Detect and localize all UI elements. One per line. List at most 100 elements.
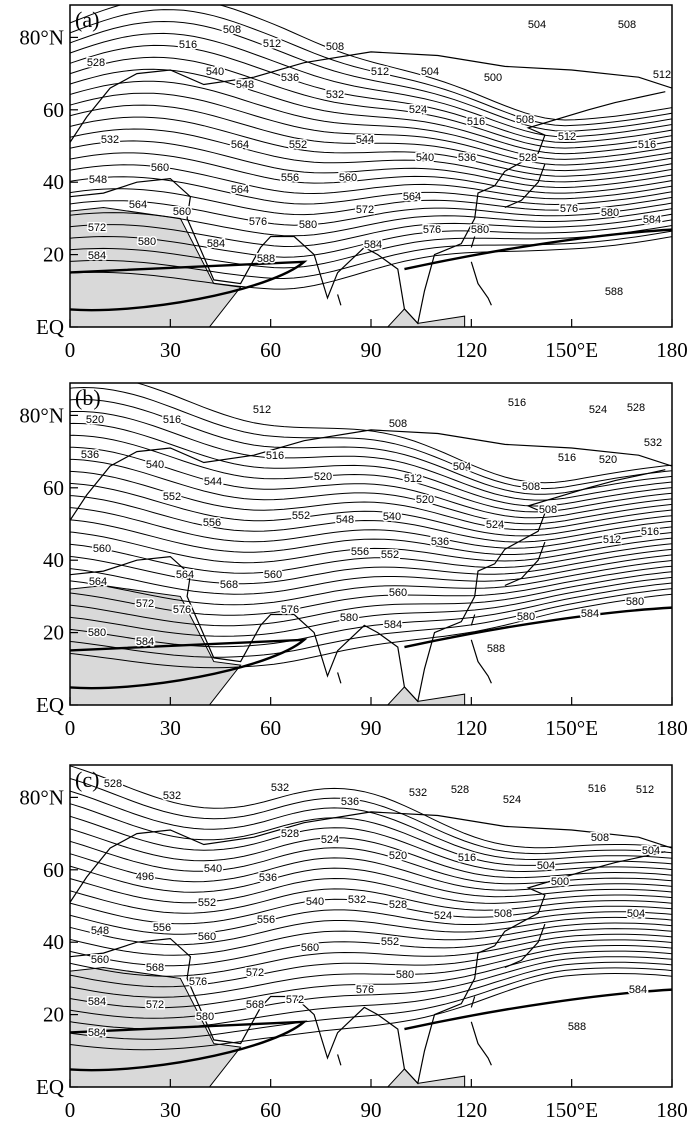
contour-label: 532 <box>644 437 662 449</box>
x-tick-label: 0 <box>65 716 76 740</box>
x-tick-label: 90 <box>361 1098 382 1122</box>
contour-label: 552 <box>198 897 216 909</box>
contour-line <box>70 898 672 925</box>
contour-line <box>70 495 672 543</box>
x-tick-label: 30 <box>160 338 181 362</box>
contour-label: 552 <box>381 549 399 561</box>
contour-label: 580 <box>396 969 414 981</box>
contour-line <box>70 5 672 121</box>
contour-label: 560 <box>151 162 169 174</box>
contour-label: 564 <box>231 184 249 196</box>
contour-label: 532 <box>326 89 344 101</box>
y-tick-label: EQ <box>36 693 64 717</box>
contour-line <box>70 972 672 1051</box>
contour-588 <box>70 1020 308 1072</box>
x-tick-label: 90 <box>361 338 382 362</box>
contour-label: 584 <box>136 636 154 648</box>
contour-label: 532 <box>101 134 119 146</box>
contour-label: 496 <box>136 871 154 883</box>
contour-line <box>70 593 672 669</box>
coastline <box>470 614 476 626</box>
contour-label: 524 <box>321 834 339 846</box>
contour-label: 528 <box>281 828 299 840</box>
contour-label: 532 <box>409 787 427 799</box>
contour-line <box>70 909 672 935</box>
contour-label: 516 <box>558 452 576 464</box>
y-tick-label: 20 <box>43 1003 64 1027</box>
coastline <box>70 851 666 1085</box>
coastline <box>504 541 546 587</box>
contour-label: 536 <box>458 152 476 164</box>
x-tick-label: 150°E <box>545 1098 598 1122</box>
contour-label: 556 <box>257 914 275 926</box>
map-content: 520 516 512 516 508 524 528 528 532 504 508 516 520 5… <box>70 383 689 705</box>
contour-line <box>70 777 672 855</box>
contour-label: 548 <box>89 174 107 186</box>
contour-line <box>70 828 672 879</box>
coastline <box>337 672 342 684</box>
y-tick-label: 80°N <box>19 785 64 809</box>
contour-label: 532 <box>163 790 181 802</box>
coastline <box>337 1054 342 1066</box>
x-tick-label: 30 <box>160 1098 181 1122</box>
x-tick-label: 30 <box>160 716 181 740</box>
contour-label: 512 <box>371 66 389 78</box>
contour-line <box>70 32 672 138</box>
contour-588 <box>70 638 308 690</box>
contour-line <box>70 92 672 166</box>
contour-line <box>70 44 672 144</box>
y-tick-label: EQ <box>36 315 64 339</box>
contour-line <box>70 104 672 172</box>
contour-label: 540 <box>204 863 222 875</box>
contour-label: 508 <box>539 504 557 516</box>
x-tick-label: 120 <box>456 1098 488 1122</box>
contour-label: 576 <box>249 216 267 228</box>
contour-line <box>70 531 672 564</box>
coastline <box>70 469 666 703</box>
contour-label: 572 <box>88 222 106 234</box>
contour-line <box>70 9 672 127</box>
contour-label: 568 <box>246 999 264 1011</box>
x-tick-label: 0 <box>65 338 76 362</box>
contour-line <box>70 164 672 200</box>
contour-label: 552 <box>289 139 307 151</box>
contour-label: 572 <box>246 967 264 979</box>
contour-label: 576 <box>423 224 441 236</box>
contour-label: 504 <box>537 860 555 872</box>
contour-label: 548 <box>236 79 254 91</box>
contour-label: 528 <box>104 778 122 790</box>
contour-label: 544 <box>204 476 222 488</box>
contour-label: 504 <box>528 19 546 31</box>
contour-label: 556 <box>351 546 369 558</box>
contour-label: 528 <box>671 402 689 414</box>
contour-label: 580 <box>138 236 156 248</box>
contour-line <box>70 554 672 595</box>
contour-line <box>70 853 672 891</box>
contour-line <box>70 588 672 658</box>
contour-label: 540 <box>306 896 324 908</box>
y-tick-label: 40 <box>43 548 64 572</box>
map-panel: 528 532 532 536 532 528 524 516 512 528 524 520 516 5… <box>19 764 688 1122</box>
contour-line <box>70 765 672 849</box>
contour-label: 560 <box>264 569 282 581</box>
contour-line <box>70 116 672 177</box>
y-tick-label: 60 <box>43 476 64 500</box>
contour-line <box>70 888 672 914</box>
coastline <box>504 923 546 969</box>
contour-label: 516 <box>163 414 181 426</box>
contour-line <box>70 80 672 160</box>
contour-label: 516 <box>266 450 284 462</box>
contour-label: 536 <box>281 72 299 84</box>
contour-line <box>70 916 672 946</box>
x-tick-label: 180 <box>656 338 688 362</box>
contour-label: 576 <box>189 976 207 988</box>
contour-label: 560 <box>301 942 319 954</box>
coastline <box>470 996 476 1008</box>
contour-line <box>70 548 672 585</box>
y-tick-label: 80°N <box>19 25 64 49</box>
contour-label: 580 <box>517 611 535 623</box>
contour-label: 512 <box>636 784 654 796</box>
contour-label: 548 <box>336 514 354 526</box>
contour-label: 520 <box>389 850 407 862</box>
